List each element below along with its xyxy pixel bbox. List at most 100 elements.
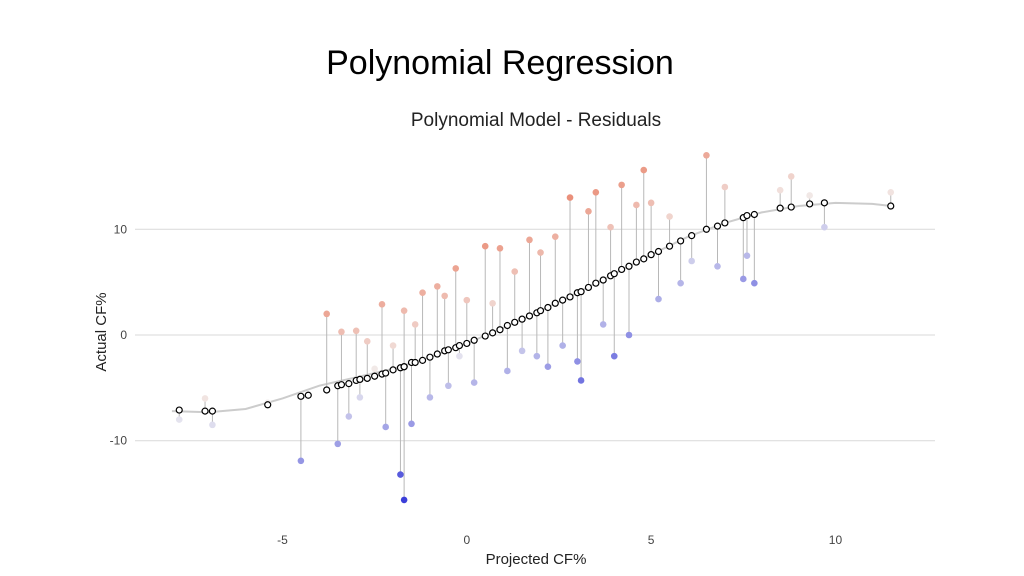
predicted-point	[584, 283, 593, 292]
x-tick-label: -5	[277, 533, 288, 547]
actual-point	[334, 440, 342, 448]
actual-point	[526, 236, 533, 244]
actual-point	[551, 233, 559, 240]
actual-point	[647, 199, 655, 207]
predicted-point	[426, 353, 434, 361]
actual-point	[209, 421, 216, 429]
actual-point	[356, 394, 364, 401]
actual-point	[666, 213, 673, 220]
predicted-point	[433, 350, 441, 358]
actual-point	[338, 328, 345, 336]
actual-point	[504, 367, 511, 375]
actual-point	[688, 257, 695, 265]
x-tick-labels: -5 0 5 10	[277, 533, 842, 547]
predicted-point	[640, 255, 648, 263]
x-tick-label: 5	[648, 533, 655, 547]
predicted-point	[518, 315, 526, 323]
actual-point	[887, 188, 895, 196]
actual-point	[382, 423, 389, 431]
predicted-point	[525, 312, 534, 320]
actual-point	[677, 279, 684, 287]
predicted-point	[304, 391, 312, 399]
predicted-point	[264, 401, 272, 409]
actual-point	[363, 338, 371, 345]
y-tick-label: 0	[120, 328, 127, 342]
actual-point	[352, 327, 360, 335]
actual-point	[533, 352, 541, 360]
actual-point	[201, 395, 209, 402]
actual-point	[776, 186, 784, 194]
predicted-point	[625, 262, 633, 270]
y-tick-label: 10	[114, 222, 128, 236]
predicted-point	[400, 363, 408, 371]
predicted-point	[418, 356, 427, 364]
actual-point	[655, 295, 662, 303]
predicted-point	[551, 299, 559, 307]
predicted-point	[544, 303, 552, 312]
actual-point	[397, 471, 404, 478]
predicted-point	[618, 265, 626, 274]
actual-point	[175, 416, 183, 423]
y-axis-label: Actual CF%	[93, 292, 110, 371]
predicted-point	[503, 321, 511, 330]
predicted-point	[496, 326, 504, 334]
predicted-point	[444, 346, 452, 354]
predicted-point	[743, 211, 751, 220]
actual-point	[714, 262, 721, 270]
actual-point	[640, 166, 648, 174]
fit-curve-layer	[171, 201, 891, 414]
actual-point	[426, 394, 434, 401]
predicted-point	[297, 392, 305, 400]
predicted-point	[665, 242, 674, 250]
actual-point	[511, 268, 519, 275]
actual-points	[175, 151, 895, 504]
predicted-points	[175, 199, 895, 415]
actual-point	[489, 299, 496, 307]
predicted-point	[677, 237, 685, 245]
actual-point	[518, 347, 526, 355]
predicted-point	[536, 307, 545, 315]
actual-point	[434, 283, 441, 290]
actual-point	[496, 245, 504, 252]
predicted-point	[411, 358, 419, 367]
actual-point	[618, 181, 625, 189]
predicted-point	[610, 270, 618, 278]
actual-point	[456, 352, 463, 360]
predicted-point	[702, 225, 711, 233]
predicted-point	[577, 288, 585, 296]
residual-segments	[178, 155, 892, 500]
actual-point	[452, 265, 460, 272]
actual-point	[371, 365, 378, 373]
predicted-point	[345, 380, 353, 388]
slide-title: Polynomial Regression	[326, 44, 674, 82]
actual-point	[559, 342, 566, 349]
actual-point	[411, 321, 419, 328]
predicted-point	[356, 375, 364, 383]
actual-point	[585, 208, 592, 215]
actual-point	[577, 377, 585, 384]
predicted-point	[806, 200, 814, 208]
actual-point	[743, 252, 751, 260]
actual-point	[463, 296, 471, 304]
actual-point	[408, 420, 415, 428]
actual-point	[806, 192, 813, 199]
predicted-point	[201, 407, 209, 415]
predicted-point	[463, 339, 471, 348]
predicted-point	[559, 296, 567, 304]
predicted-point	[511, 318, 519, 326]
predicted-point	[887, 202, 895, 210]
actual-point	[297, 457, 305, 465]
predicted-point	[363, 374, 371, 382]
predicted-point	[337, 381, 346, 389]
predicted-point	[323, 386, 331, 394]
x-tick-label: 0	[463, 533, 470, 547]
actual-point	[739, 275, 747, 283]
chart-title: Polynomial Model - Residuals	[410, 110, 662, 131]
actual-point	[821, 223, 828, 231]
actual-point	[787, 173, 795, 180]
predicted-point	[592, 279, 600, 287]
actual-point	[599, 321, 607, 328]
predicted-point	[599, 276, 607, 284]
predicted-point	[389, 366, 397, 374]
actual-point	[607, 223, 614, 231]
